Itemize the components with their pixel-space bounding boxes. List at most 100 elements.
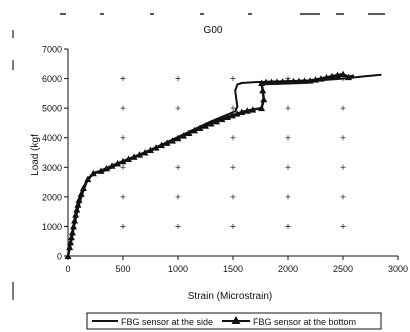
x-tick-label: 1000 bbox=[168, 264, 188, 274]
x-tick-labels: 0 500 1000 1500 2000 2500 3000 bbox=[65, 264, 408, 274]
series-2-triangle-marker bbox=[141, 149, 149, 156]
series-2-triangle-marker bbox=[339, 70, 347, 78]
series-2-triangle-marker bbox=[84, 175, 92, 183]
series-2-triangle-marker bbox=[213, 117, 220, 125]
grid-plus-marker bbox=[285, 105, 291, 111]
legend-label-bottom: FBG sensor at the bottom bbox=[253, 317, 356, 327]
series-2-triangle-marker bbox=[279, 78, 286, 85]
y-tick-label: 5000 bbox=[42, 104, 62, 114]
series-2-triangle-marker bbox=[169, 137, 176, 144]
series-2-triangle-marker bbox=[328, 72, 336, 80]
series-2-triangle-marker bbox=[119, 157, 127, 165]
series-2-triangle-marker bbox=[180, 132, 187, 139]
y-axis-label: Load (kgf bbox=[30, 134, 41, 176]
grid-plus-marker bbox=[120, 76, 126, 82]
x-tick-label: 1500 bbox=[223, 264, 243, 274]
series-2-triangle-marker bbox=[312, 76, 319, 83]
series-2-triangle-marker bbox=[259, 86, 267, 94]
x-tick-label: 3000 bbox=[388, 264, 408, 274]
series-2-triangle-marker bbox=[67, 238, 75, 246]
series-2-triangle-marker bbox=[306, 77, 314, 84]
axes bbox=[64, 48, 399, 260]
x-tick-label: 0 bbox=[65, 264, 70, 274]
scan-artifacts bbox=[12, 13, 385, 300]
grid-plus-marker bbox=[340, 223, 346, 229]
series-2-triangle-marker bbox=[74, 201, 82, 208]
grid-plus-marker bbox=[230, 76, 236, 82]
grid-plus-marker bbox=[230, 135, 236, 141]
series-2-triangle-marker bbox=[323, 73, 330, 81]
grid-plus-marker bbox=[340, 105, 346, 111]
series-2-triangle-marker bbox=[89, 169, 97, 177]
series-2-triangle-marker bbox=[218, 115, 226, 123]
series-2-triangle-marker bbox=[130, 153, 138, 160]
series-group bbox=[64, 70, 382, 259]
series-2-triangle-marker bbox=[268, 78, 275, 85]
series-2-triangle-marker bbox=[108, 162, 116, 169]
series-2-triangle-marker bbox=[238, 108, 246, 115]
grid-plus-marker bbox=[120, 223, 126, 229]
series-2-triangle-marker bbox=[71, 217, 79, 224]
series-2-triangle-marker bbox=[191, 126, 198, 134]
series-2-triangle-marker bbox=[77, 190, 85, 197]
x-axis-label: Strain (Microstrain) bbox=[188, 291, 272, 302]
grid-plus-marker bbox=[120, 194, 126, 200]
series-2-triangle-marker bbox=[185, 129, 193, 136]
grid-plus-marker bbox=[285, 164, 291, 170]
series-2-triangle-marker bbox=[158, 141, 165, 149]
grid-plus-marker bbox=[120, 164, 126, 170]
grid-plus-marker bbox=[175, 223, 181, 229]
series-2-triangle-marker bbox=[202, 122, 209, 129]
y-tick-labels: 0 1000 2000 3000 4000 5000 6000 7000 bbox=[42, 45, 62, 262]
series-2-triangle-marker bbox=[207, 120, 215, 127]
series-2-triangle-marker bbox=[258, 104, 266, 112]
series-2-triangle-marker bbox=[163, 139, 171, 146]
grid-markers bbox=[120, 76, 346, 229]
series-2-triangle-marker bbox=[317, 75, 325, 82]
series-2-triangle-marker bbox=[67, 233, 75, 241]
series-2-triangle-marker bbox=[334, 71, 341, 79]
grid-plus-marker bbox=[285, 194, 291, 200]
legend-label-side: FBG sensor at the side bbox=[121, 317, 213, 327]
grid-plus-marker bbox=[340, 194, 346, 200]
series-2-triangle-marker bbox=[66, 243, 74, 251]
chart-title: G00 bbox=[204, 25, 223, 36]
grid-plus-marker bbox=[340, 164, 346, 170]
series-2-triangle-marker bbox=[72, 211, 80, 218]
grid-plus-marker bbox=[175, 76, 181, 82]
series-2-triangle-marker bbox=[243, 107, 251, 114]
series-2-triangle-marker bbox=[295, 77, 303, 85]
series-2-triangle-marker bbox=[68, 228, 76, 236]
y-tick-label: 3000 bbox=[42, 163, 62, 173]
x-tick-label: 500 bbox=[115, 264, 130, 274]
y-tick-label: 6000 bbox=[42, 74, 62, 84]
series-2-triangle-marker bbox=[97, 167, 105, 174]
grid-plus-marker bbox=[340, 135, 346, 141]
series-2-triangle-marker bbox=[233, 110, 241, 117]
series-2-triangle-marker bbox=[260, 95, 268, 103]
y-tick-label: 4000 bbox=[42, 133, 62, 143]
grid-plus-marker bbox=[175, 194, 181, 200]
series-2-triangle-marker bbox=[114, 160, 121, 167]
series-2-triangle-marker bbox=[152, 144, 160, 151]
x-tick-label: 2500 bbox=[333, 264, 353, 274]
grid-plus-marker bbox=[175, 164, 181, 170]
grid-plus-marker bbox=[230, 164, 236, 170]
series-2-triangle-marker bbox=[70, 222, 77, 230]
grid-plus-marker bbox=[285, 135, 291, 141]
series-2-triangle-marker bbox=[262, 78, 270, 86]
y-tick-label: 7000 bbox=[42, 45, 62, 55]
series-2-triangle-marker bbox=[284, 78, 292, 85]
series-2-triangle-marker bbox=[125, 155, 132, 163]
legend: FBG sensor at the side FBG sensor at the… bbox=[86, 312, 382, 330]
grid-plus-marker bbox=[120, 105, 126, 111]
series-2-triangle-marker bbox=[301, 77, 308, 84]
x-tick-label: 2000 bbox=[278, 264, 298, 274]
series-2-triangle-marker bbox=[75, 196, 83, 203]
series-2-triangle-marker bbox=[147, 146, 154, 154]
grid-plus-marker bbox=[230, 194, 236, 200]
series-2-triangle-marker bbox=[64, 252, 72, 259]
grid-plus-marker bbox=[230, 223, 236, 229]
series-2-triangle-marker bbox=[174, 134, 182, 142]
